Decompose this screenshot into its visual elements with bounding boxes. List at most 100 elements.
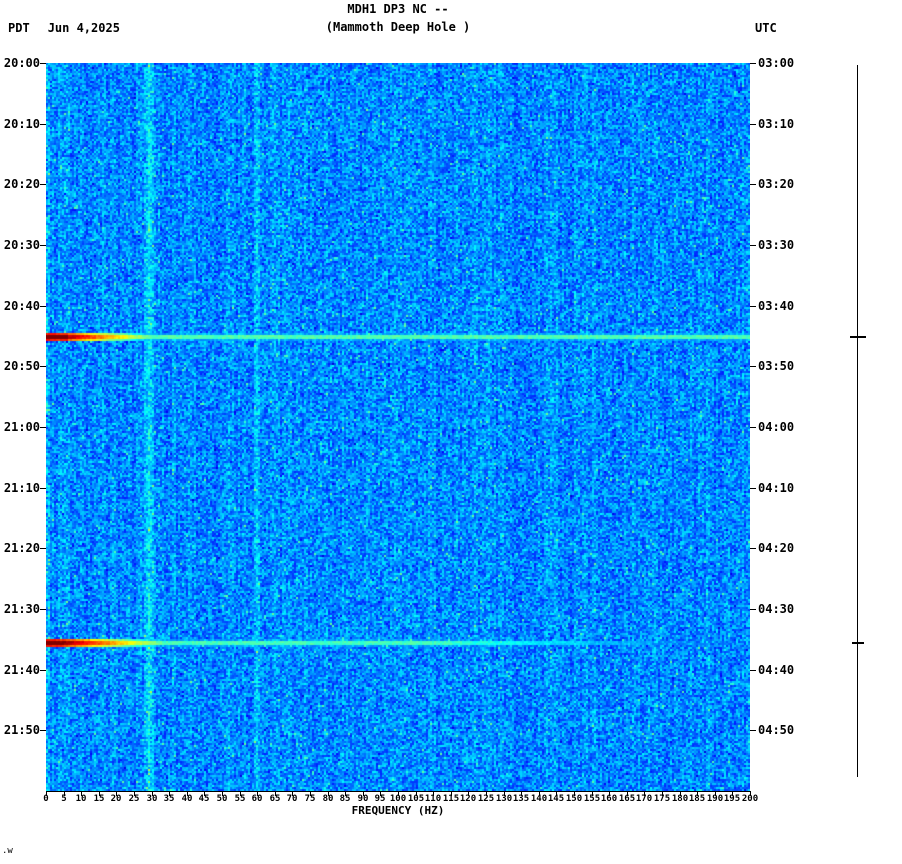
x-tick <box>116 792 117 796</box>
seismogram-event-spike <box>852 642 864 644</box>
x-axis-line <box>46 791 751 792</box>
x-tick <box>257 792 258 796</box>
utc-tick-label: 03:00 <box>758 56 795 70</box>
x-tick <box>697 792 698 796</box>
freq-tick-label: 60 <box>251 794 263 804</box>
freq-tick-label: 115 <box>442 794 460 804</box>
x-tick <box>204 792 205 796</box>
y-tick-right <box>750 245 756 246</box>
pdt-tick-label: 21:20 <box>3 541 40 555</box>
y-tick-right <box>750 609 756 610</box>
utc-tick-label: 04:20 <box>758 541 795 555</box>
x-tick <box>574 792 575 796</box>
y-tick-right <box>750 184 756 185</box>
x-tick <box>310 792 311 796</box>
y-tick-right <box>750 427 756 428</box>
freq-tick-label: 160 <box>600 794 618 804</box>
y-tick-left <box>40 609 46 610</box>
pdt-tick-label: 21:30 <box>3 602 40 616</box>
pdt-tick-label: 20:10 <box>3 117 40 131</box>
x-tick <box>187 792 188 796</box>
y-tick-left <box>40 124 46 125</box>
x-tick <box>380 792 381 796</box>
y-tick-left <box>40 670 46 671</box>
freq-tick-label: 175 <box>653 794 671 804</box>
freq-tick-label: 165 <box>618 794 636 804</box>
freq-tick-label: 5 <box>61 794 67 804</box>
y-tick-left <box>40 366 46 367</box>
y-tick-left <box>40 306 46 307</box>
freq-tick-label: 20 <box>110 794 122 804</box>
x-tick <box>152 792 153 796</box>
seismogram-event-spike <box>850 336 866 338</box>
x-tick <box>715 792 716 796</box>
x-tick <box>169 792 170 796</box>
freq-tick-label: 35 <box>163 794 175 804</box>
pdt-tick-label: 21:40 <box>3 663 40 677</box>
utc-tick-label: 04:40 <box>758 663 795 677</box>
y-tick-left <box>40 548 46 549</box>
y-tick-right <box>750 548 756 549</box>
x-tick <box>556 792 557 796</box>
freq-tick-label: 145 <box>547 794 565 804</box>
freq-tick-label: 120 <box>459 794 477 804</box>
pdt-tick-label: 21:10 <box>3 481 40 495</box>
freq-tick-label: 105 <box>407 794 425 804</box>
freq-tick-label: 70 <box>286 794 298 804</box>
x-tick <box>292 792 293 796</box>
x-tick <box>732 792 733 796</box>
x-tick <box>521 792 522 796</box>
utc-tick-label: 04:50 <box>758 723 795 737</box>
x-tick <box>750 792 751 796</box>
x-tick <box>486 792 487 796</box>
x-tick <box>680 792 681 796</box>
freq-tick-label: 185 <box>688 794 706 804</box>
utc-tick-label: 03:20 <box>758 177 795 191</box>
y-tick-left <box>40 63 46 64</box>
freq-tick-label: 80 <box>322 794 334 804</box>
pdt-tick-label: 21:00 <box>3 420 40 434</box>
x-tick <box>398 792 399 796</box>
x-tick <box>345 792 346 796</box>
x-tick <box>363 792 364 796</box>
pdt-tick-label: 20:40 <box>3 299 40 313</box>
freq-tick-label: 130 <box>495 794 513 804</box>
timezone-right-label: UTC <box>755 21 777 35</box>
station-subtitle: (Mammoth Deep Hole ) <box>325 20 471 34</box>
freq-tick-label: 110 <box>424 794 442 804</box>
x-tick <box>81 792 82 796</box>
pdt-tick-label: 20:50 <box>3 359 40 373</box>
freq-tick-label: 0 <box>43 794 49 804</box>
seismogram-trace <box>857 65 858 777</box>
y-tick-right <box>750 488 756 489</box>
x-tick <box>275 792 276 796</box>
pdt-tick-label: 20:00 <box>3 56 40 70</box>
freq-tick-label: 150 <box>565 794 583 804</box>
freq-tick-label: 45 <box>198 794 210 804</box>
x-tick <box>64 792 65 796</box>
utc-tick-label: 03:50 <box>758 359 795 373</box>
x-tick <box>451 792 452 796</box>
x-tick <box>662 792 663 796</box>
x-tick <box>328 792 329 796</box>
utc-tick-label: 03:30 <box>758 238 795 252</box>
freq-tick-label: 75 <box>304 794 316 804</box>
y-tick-left <box>40 245 46 246</box>
x-tick <box>240 792 241 796</box>
y-tick-right <box>750 366 756 367</box>
freq-tick-label: 180 <box>671 794 689 804</box>
x-axis-title: FREQUENCY (HZ) <box>351 804 445 817</box>
y-tick-left <box>40 730 46 731</box>
freq-tick-label: 85 <box>339 794 351 804</box>
freq-tick-label: 90 <box>357 794 369 804</box>
pdt-tick-label: 21:50 <box>3 723 40 737</box>
pdt-tick-label: 20:20 <box>3 177 40 191</box>
x-tick <box>504 792 505 796</box>
x-tick <box>433 792 434 796</box>
y-tick-right <box>750 306 756 307</box>
freq-tick-label: 155 <box>583 794 601 804</box>
x-tick <box>99 792 100 796</box>
x-tick <box>627 792 628 796</box>
header-left: PDT Jun 4,2025 <box>8 21 120 35</box>
